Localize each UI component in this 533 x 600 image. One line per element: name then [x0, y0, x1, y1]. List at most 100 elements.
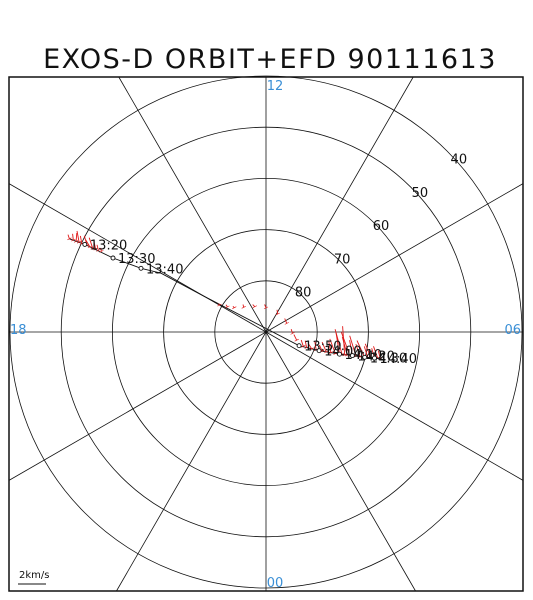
- latitude-circle-70: [163, 229, 369, 435]
- mlt-spoke-4: [265, 331, 524, 481]
- efd-vector: [293, 334, 298, 341]
- efd-vector-base: [328, 351, 334, 354]
- time-mark-1440: [372, 355, 377, 361]
- latitude-circle-60: [111, 177, 421, 487]
- chart-title: EXOS-D ORBIT+EFD 90111613: [43, 44, 497, 75]
- mlt-spoke-10: [265, 76, 414, 333]
- efd-vector-base: [368, 356, 374, 360]
- latitude-label-60: 60: [373, 219, 390, 234]
- time-mark-1320: [82, 241, 88, 247]
- scale-label: 2km/s: [19, 570, 49, 581]
- mlt-spoke-8: [265, 183, 524, 333]
- efd-vector: [356, 340, 366, 358]
- efd-vector: [76, 230, 80, 243]
- time-mark-label-1430: 14:30: [370, 351, 407, 366]
- efd-vector-base: [96, 249, 101, 252]
- efd-vector-base: [333, 352, 338, 355]
- efd-vector-base: [217, 303, 222, 307]
- efd-vector: [340, 332, 351, 356]
- latitude-label-80: 80: [295, 286, 312, 301]
- efd-vector-base: [294, 338, 299, 342]
- efd-vector: [276, 309, 279, 315]
- efd-vector: [328, 341, 332, 353]
- time-mark-label-1320: 13:20: [90, 238, 127, 253]
- efd-vector-base: [76, 240, 82, 244]
- efd-vector-base: [275, 312, 280, 316]
- efd-vector-base: [324, 350, 329, 354]
- efd-vector: [364, 343, 372, 358]
- mlt-spoke-2: [265, 331, 416, 592]
- efd-vector: [88, 237, 94, 249]
- efd-vector-base: [345, 353, 350, 357]
- efd-vector-base: [252, 305, 257, 308]
- efd-vector-base: [241, 306, 246, 309]
- efd-vector-base: [73, 240, 79, 243]
- grid-labels: 40 50 60 70 80 12 06 00 18: [10, 79, 521, 591]
- polar-grid: [8, 75, 524, 592]
- mlt-spoke-14: [118, 76, 267, 333]
- latitude-circle-50: [60, 126, 472, 538]
- efd-vector-base: [357, 355, 363, 358]
- mlt-label-06: 06: [504, 323, 521, 338]
- efd-vector-base: [90, 246, 95, 250]
- efd-vector: [329, 338, 336, 354]
- time-marks: 13:2013:3013:4013:5014:0014:1014:2014:30…: [82, 238, 417, 367]
- latitude-label-40: 40: [451, 153, 468, 168]
- efd-vector-base: [93, 247, 98, 251]
- mlt-spoke-16: [8, 183, 267, 333]
- efd-vector: [363, 346, 369, 358]
- time-mark-label-1330: 13:30: [118, 252, 155, 267]
- efd-vector: [100, 247, 102, 252]
- plot-frame: [8, 76, 524, 592]
- efd-vector: [72, 233, 74, 241]
- latitude-circle-80: [214, 280, 318, 384]
- efd-vector: [79, 235, 83, 244]
- efd-vector-base: [290, 332, 295, 335]
- efd-vector: [242, 304, 245, 308]
- latitude-label-70: 70: [334, 252, 351, 267]
- efd-vector-base: [232, 306, 237, 309]
- time-mark-1420: [349, 353, 355, 359]
- mlt-label-18: 18: [10, 323, 27, 338]
- efd-vector: [355, 343, 361, 357]
- time-mark-1330: [110, 255, 116, 261]
- time-mark-label-1350: 13:50: [304, 340, 341, 355]
- efd-vector: [334, 329, 343, 355]
- efd-vector: [96, 244, 99, 251]
- mlt-label-00: 00: [267, 576, 284, 591]
- efd-vector-base: [71, 238, 76, 242]
- efd-vector-base: [87, 245, 93, 249]
- time-mark-1340: [138, 265, 144, 271]
- efd-vector: [284, 318, 288, 324]
- efd-vector-base: [99, 250, 104, 253]
- efd-vector: [321, 341, 327, 353]
- efd-vector: [341, 336, 348, 356]
- efd-vector: [307, 342, 312, 350]
- efd-vector-base: [225, 305, 230, 309]
- time-mark-label-1340: 13:40: [146, 262, 183, 277]
- efd-vector-base: [342, 353, 347, 357]
- efd-vector: [318, 344, 323, 352]
- time-mark-1410: [337, 351, 342, 357]
- efd-vector: [93, 239, 97, 250]
- efd-vector: [349, 335, 357, 357]
- efd-vector: [264, 304, 267, 309]
- mlt-label-12: 12: [267, 79, 284, 94]
- efd-vector: [75, 232, 78, 242]
- efd-vector: [85, 239, 91, 248]
- efd-vector-base: [284, 322, 289, 325]
- efd-vector-base: [304, 346, 309, 349]
- efd-vector: [225, 304, 228, 308]
- efd-vector: [314, 341, 317, 350]
- efd-vector-base: [67, 237, 72, 241]
- efd-vector: [290, 329, 294, 334]
- efd-vector: [300, 339, 304, 347]
- efd-vector-base: [378, 356, 383, 360]
- efd-vector: [252, 304, 256, 308]
- efd-vector: [232, 305, 235, 309]
- efd-vector: [373, 346, 379, 359]
- time-mark-1400: [316, 348, 322, 354]
- efd-vector-base: [301, 345, 306, 348]
- efd-vector-base: [263, 306, 269, 310]
